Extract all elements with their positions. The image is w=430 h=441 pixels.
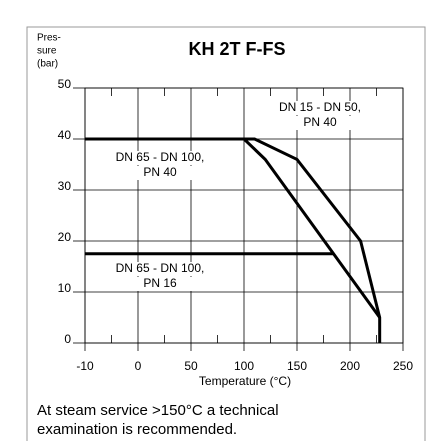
annotation-bg [110, 166, 210, 180]
annotation-bg [110, 262, 210, 276]
annotation-bg [110, 151, 210, 165]
y-tick-label: 10 [58, 281, 72, 295]
plot-border [84, 87, 404, 344]
annotation: DN 65 - DN 100, [116, 150, 205, 164]
x-tick-label: -10 [76, 359, 94, 373]
frame [26, 26, 426, 441]
annotation: PN 40 [303, 115, 337, 129]
annotation: PN 40 [143, 165, 177, 179]
annotation-bg [110, 277, 210, 291]
annotation: DN 65 - DN 100, [116, 261, 205, 275]
footnote: examination is recommended. [37, 421, 237, 438]
x-tick-label: 150 [287, 359, 307, 373]
y-tick-label: 30 [58, 179, 72, 193]
x-tick-label: 0 [135, 359, 142, 373]
annotation-bg [270, 101, 370, 115]
y-axis-label: Pres- [37, 33, 61, 44]
x-axis-label: Temperature (°C) [199, 374, 291, 388]
y-tick-label: 0 [64, 332, 71, 346]
annotation: PN 16 [143, 276, 177, 290]
y-axis-label: sure [37, 46, 57, 57]
y-axis-label: (bar) [37, 59, 58, 70]
y-tick-label: 50 [58, 77, 72, 91]
x-tick-label: 200 [340, 359, 360, 373]
line-series [85, 137, 381, 319]
y-tick-label: 40 [58, 128, 72, 142]
x-tick-label: 100 [234, 359, 254, 373]
x-tick-label: 50 [184, 359, 198, 373]
chart-title: KH 2T F-FS [189, 39, 286, 59]
y-tick-label: 20 [58, 230, 72, 244]
footnote: At steam service >150°C a technical [37, 402, 279, 419]
annotation-bg [270, 116, 370, 130]
x-tick-label: 250 [393, 359, 413, 373]
annotation: DN 15 - DN 50, [279, 100, 361, 114]
